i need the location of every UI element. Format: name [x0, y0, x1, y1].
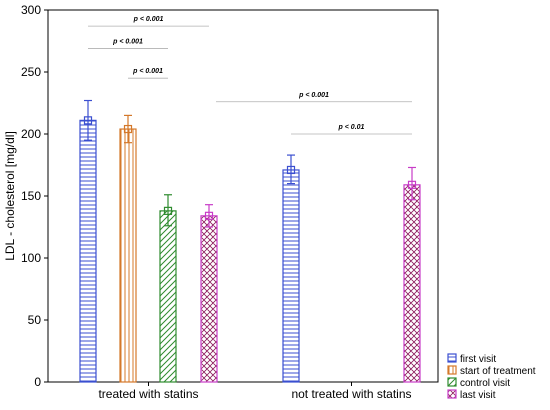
bar[interactable]	[282, 169, 300, 383]
legend-swatch	[447, 353, 457, 363]
legend-label: last visit	[460, 390, 496, 401]
y-tick-label: 200	[21, 127, 41, 141]
plot-frame	[47, 9, 439, 383]
significance-label: p < 0.001	[112, 38, 143, 45]
bar[interactable]	[200, 215, 218, 383]
mean-marker	[407, 180, 417, 189]
legend-swatch	[447, 389, 457, 399]
x-category-label: treated with statins	[98, 387, 198, 401]
legend-label: control visit	[460, 378, 510, 389]
bar[interactable]	[159, 210, 177, 383]
bar[interactable]	[79, 119, 97, 383]
mean-marker	[123, 124, 133, 134]
mean-marker	[204, 211, 214, 220]
legend-label: start of treatment	[460, 366, 536, 377]
y-tick-label: 300	[21, 3, 41, 17]
bar[interactable]	[119, 128, 137, 383]
x-category-label: not treated with statins	[291, 387, 411, 401]
bar[interactable]	[403, 184, 421, 383]
significance-label: p < 0.001	[132, 68, 163, 75]
significance-label: p < 0.001	[133, 16, 164, 23]
legend-swatch	[447, 377, 457, 387]
significance-label: p < 0.001	[298, 92, 329, 99]
mean-marker	[163, 206, 173, 215]
legend-swatch	[447, 365, 457, 375]
y-tick-label: 50	[28, 313, 42, 327]
y-tick-label: 150	[21, 189, 41, 203]
legend-label: first visit	[460, 354, 496, 365]
y-tick-label: 0	[34, 375, 41, 389]
y-axis-label: LDL - cholesterol [mg/dl]	[3, 131, 17, 261]
significance-label: p < 0.01	[338, 124, 365, 131]
mean-marker	[286, 165, 296, 175]
mean-marker	[83, 116, 93, 125]
y-tick-label: 250	[21, 65, 41, 79]
y-tick-label: 100	[21, 251, 41, 265]
